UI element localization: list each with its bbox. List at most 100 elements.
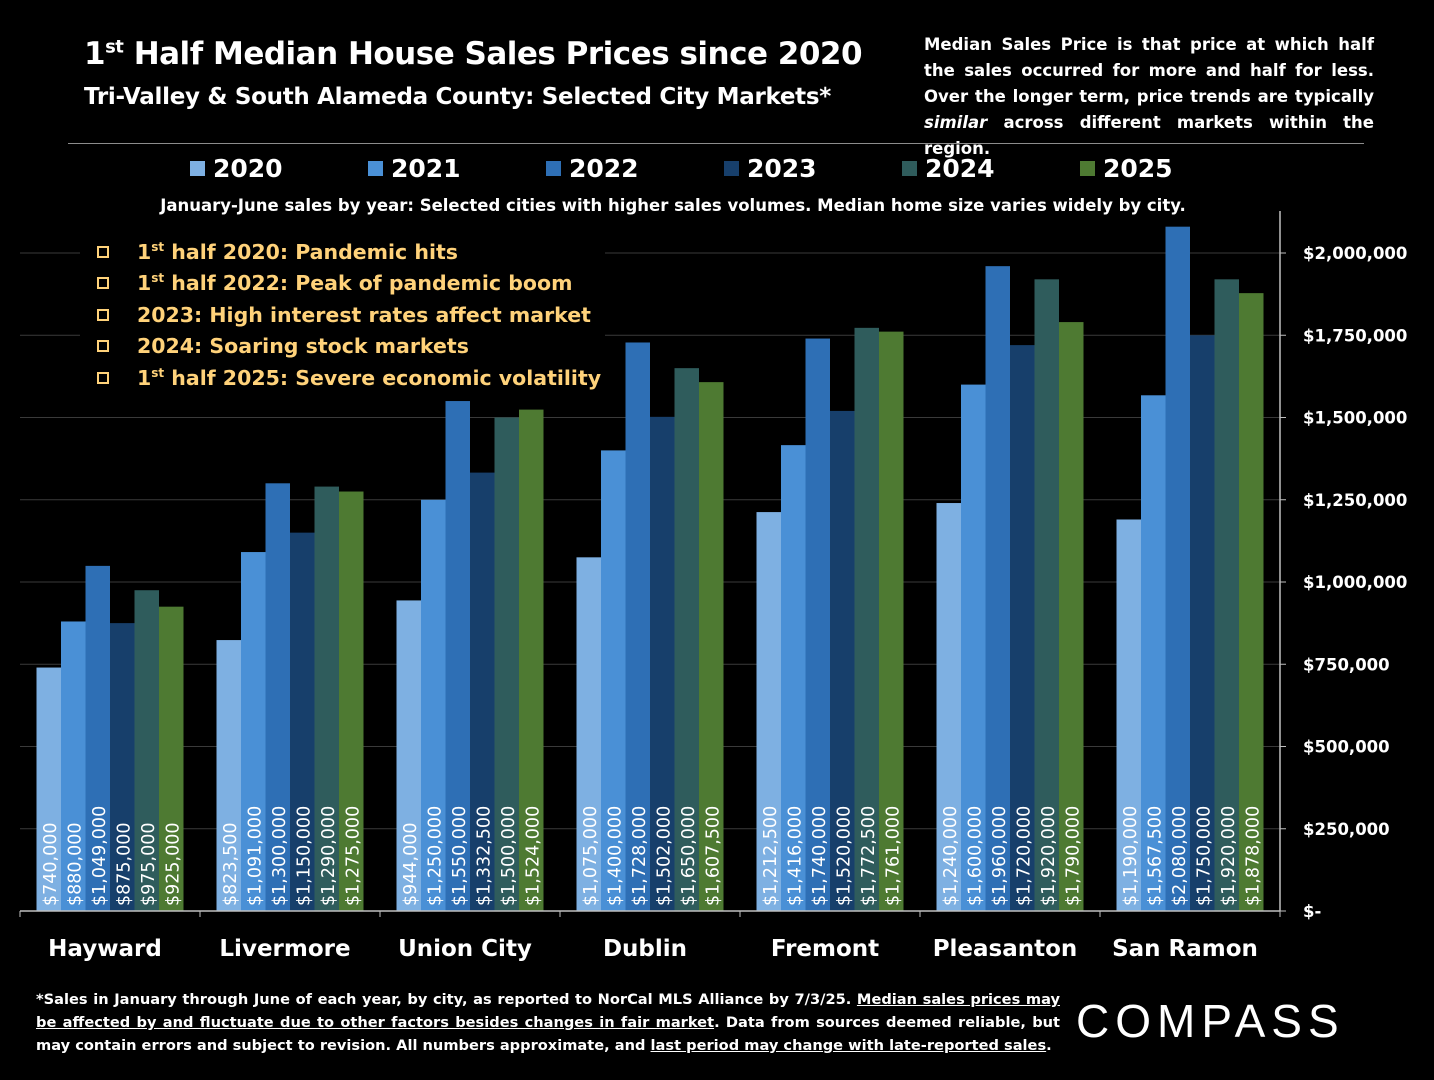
bar-value-label: $880,000 bbox=[65, 822, 85, 906]
y-tick-label: $2,000,000 bbox=[1303, 244, 1407, 263]
category-label: Hayward bbox=[48, 936, 162, 962]
bar-value-label: $1,550,000 bbox=[450, 806, 470, 906]
legend-item-2020: 2020 bbox=[190, 154, 368, 183]
y-tick-label: $250,000 bbox=[1303, 820, 1390, 839]
category-label: Dublin bbox=[603, 936, 687, 962]
category-label: Union City bbox=[398, 936, 532, 962]
bar-value-label: $1,740,000 bbox=[810, 806, 830, 906]
bar-value-label: $1,416,000 bbox=[785, 806, 805, 906]
annotation-list: 1st half 2020: Pandemic hits 1st half 202… bbox=[80, 232, 605, 400]
bar-2021 bbox=[601, 450, 626, 911]
bar-2020 bbox=[936, 503, 961, 911]
annotation-text: 1st half 2020: Pandemic hits bbox=[137, 239, 458, 264]
bar-2020 bbox=[216, 640, 241, 911]
annotation-item: 1st half 2025: Severe economic volatilit… bbox=[80, 362, 605, 394]
bar-2021 bbox=[1141, 395, 1166, 912]
definition-note: Median Sales Price is that price at whic… bbox=[924, 35, 1374, 158]
legend-label: 2023 bbox=[747, 154, 817, 183]
annotation-item: 2024: Soaring stock markets bbox=[80, 331, 605, 363]
chart-legend: 2020 2021 2022 2023 2024 2025 bbox=[190, 154, 1258, 183]
checkbox-bullet-icon bbox=[97, 277, 109, 290]
checkbox-bullet-icon bbox=[97, 245, 109, 258]
bar-value-label: $1,332,500 bbox=[474, 806, 494, 906]
bar-2023 bbox=[470, 472, 495, 911]
bar-value-label: $823,500 bbox=[221, 822, 241, 906]
checkbox-bullet-icon bbox=[97, 340, 109, 353]
bar-value-label: $1,240,000 bbox=[941, 806, 961, 906]
bar-2023 bbox=[110, 623, 135, 911]
bar-2024 bbox=[1034, 279, 1059, 911]
bar-2025 bbox=[699, 382, 724, 911]
bar-value-label: $1,750,000 bbox=[1194, 806, 1214, 906]
legend-swatch bbox=[902, 161, 917, 176]
bar-value-label: $1,600,000 bbox=[965, 806, 985, 906]
category-label: San Ramon bbox=[1112, 936, 1258, 962]
bar-2022 bbox=[445, 401, 470, 911]
bar-value-label: $1,400,000 bbox=[605, 806, 625, 906]
legend-label: 2020 bbox=[213, 154, 283, 183]
bar-value-label: $1,520,000 bbox=[834, 806, 854, 906]
y-tick-label: $1,500,000 bbox=[1303, 409, 1407, 428]
bar-value-label: $1,920,000 bbox=[1219, 806, 1239, 906]
bar-2023 bbox=[650, 416, 675, 911]
bar-2025 bbox=[879, 331, 904, 912]
bar-2025 bbox=[339, 491, 364, 911]
bar-2023 bbox=[1010, 345, 1035, 911]
bar-value-label: $1,300,000 bbox=[270, 806, 290, 906]
checkbox-bullet-icon bbox=[97, 371, 109, 384]
bar-value-label: $1,524,000 bbox=[523, 806, 543, 906]
y-tick-label: $1,000,000 bbox=[1303, 573, 1407, 592]
legend-swatch bbox=[546, 161, 561, 176]
bar-2021 bbox=[421, 499, 446, 911]
chart-title: 1st Half Median House Sales Prices since… bbox=[84, 36, 863, 72]
annotation-item: 1st half 2022: Peak of pandemic boom bbox=[80, 268, 605, 300]
bar-2022 bbox=[85, 565, 110, 911]
legend-label: 2024 bbox=[925, 154, 995, 183]
bar-2021 bbox=[961, 384, 986, 912]
bar-2024 bbox=[314, 486, 339, 911]
category-label: Livermore bbox=[219, 936, 350, 962]
bar-2024 bbox=[494, 417, 519, 911]
bar-value-label: $740,000 bbox=[41, 822, 61, 906]
y-tick-label: $750,000 bbox=[1303, 655, 1390, 674]
bar-2025 bbox=[159, 606, 184, 911]
y-tick-label: $1,250,000 bbox=[1303, 491, 1407, 510]
bar-2023 bbox=[830, 410, 855, 911]
bar-value-label: $925,000 bbox=[163, 822, 183, 906]
y-tick-label: $500,000 bbox=[1303, 738, 1390, 757]
bar-2020 bbox=[756, 512, 781, 911]
annotation-item: 2023: High interest rates affect market bbox=[80, 299, 605, 331]
bar-value-label: $944,000 bbox=[401, 822, 421, 906]
bar-2025 bbox=[519, 409, 544, 911]
bar-value-label: $1,049,000 bbox=[90, 806, 110, 906]
bar-2021 bbox=[781, 445, 806, 911]
checkbox-bullet-icon bbox=[97, 308, 109, 321]
chart-note: January-June sales by year: Selected cit… bbox=[160, 196, 1186, 215]
bar-value-label: $1,728,000 bbox=[630, 806, 650, 906]
bar-value-label: $1,567,500 bbox=[1145, 806, 1165, 906]
legend-item-2023: 2023 bbox=[724, 154, 902, 183]
bar-2024 bbox=[854, 327, 879, 911]
bar-value-label: $1,212,500 bbox=[761, 806, 781, 906]
bar-value-label: $1,761,000 bbox=[883, 806, 903, 906]
annotation-text: 1st half 2022: Peak of pandemic boom bbox=[137, 271, 573, 296]
bar-2020 bbox=[36, 667, 61, 911]
bar-2020 bbox=[1116, 519, 1141, 911]
legend-label: 2022 bbox=[569, 154, 639, 183]
bar-value-label: $1,772,500 bbox=[859, 806, 879, 906]
legend-item-2022: 2022 bbox=[546, 154, 724, 183]
bar-2023 bbox=[290, 532, 315, 911]
bar-2022 bbox=[805, 338, 830, 911]
bar-2022 bbox=[265, 483, 290, 911]
bar-2021 bbox=[61, 621, 86, 911]
legend-label: 2025 bbox=[1103, 154, 1173, 183]
legend-swatch bbox=[190, 161, 205, 176]
bar-value-label: $1,275,000 bbox=[343, 806, 363, 906]
legend-item-2021: 2021 bbox=[368, 154, 546, 183]
bar-value-label: $1,878,000 bbox=[1243, 806, 1263, 906]
bar-value-label: $1,250,000 bbox=[425, 806, 445, 906]
legend-item-2024: 2024 bbox=[902, 154, 1080, 183]
legend-label: 2021 bbox=[391, 154, 461, 183]
bar-2020 bbox=[396, 600, 421, 911]
